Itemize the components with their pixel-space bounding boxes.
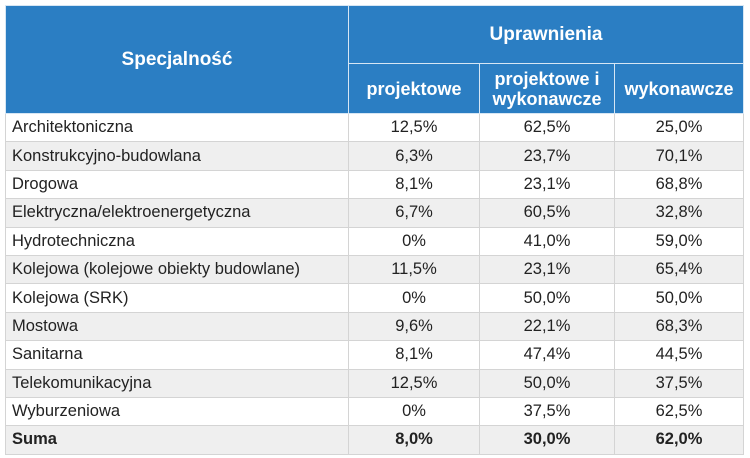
percent-cell: 12,5% xyxy=(348,368,480,398)
table-row: Drogowa 8,1% 23,1% 68,8% xyxy=(5,169,745,200)
header-permissions: Uprawnienia xyxy=(347,5,745,64)
specialty-cell: Sanitarna xyxy=(5,340,349,370)
table-row: Kolejowa (SRK) 0% 50,0% 50,0% xyxy=(5,283,745,313)
percent-cell: 0% xyxy=(348,283,480,313)
permissions-table: Specjalność Uprawnienia projektowe proje… xyxy=(5,5,745,455)
percent-cell: 8,1% xyxy=(348,340,480,370)
table-row: Wyburzeniowa 0% 37,5% 62,5% xyxy=(5,396,745,427)
header-construction: wykonawcze xyxy=(613,63,745,114)
percent-cell: 62,5% xyxy=(613,396,745,427)
percent-cell: 41,0% xyxy=(479,226,615,256)
percent-cell: 62,0% xyxy=(613,425,745,455)
header-design-and-construction: projektowe i wykonawcze xyxy=(479,63,615,114)
percent-cell: 12,5% xyxy=(348,112,480,143)
percent-cell: 25,0% xyxy=(613,112,745,143)
specialty-cell: Kolejowa (kolejowe obiekty budowlane) xyxy=(5,254,349,285)
percent-cell: 37,5% xyxy=(613,368,745,398)
percent-cell: 50,0% xyxy=(613,283,745,313)
table-row: Kolejowa (kolejowe obiekty budowlane) 11,… xyxy=(5,254,745,285)
table-row: Telekomunikacyjna 12,5% 50,0% 37,5% xyxy=(5,368,745,398)
percent-cell: 32,8% xyxy=(613,198,745,228)
specialty-cell: Hydrotechniczna xyxy=(5,226,349,256)
percent-cell: 9,6% xyxy=(348,311,480,342)
percent-cell: 8,0% xyxy=(348,425,480,455)
specialty-cell: Konstrukcyjno-budowlana xyxy=(5,141,349,171)
header-specialty: Specjalność xyxy=(5,5,349,114)
percent-cell: 50,0% xyxy=(479,368,615,398)
specialty-cell: Kolejowa (SRK) xyxy=(5,283,349,313)
specialty-cell: Suma xyxy=(5,425,349,455)
percent-cell: 59,0% xyxy=(613,226,745,256)
percent-cell: 47,4% xyxy=(479,340,615,370)
percent-cell: 70,1% xyxy=(613,141,745,171)
percent-cell: 6,7% xyxy=(348,198,480,228)
table-row: Hydrotechniczna 0% 41,0% 59,0% xyxy=(5,226,745,256)
percent-cell: 22,1% xyxy=(479,311,615,342)
specialty-cell: Drogowa xyxy=(5,169,349,200)
table-row: Konstrukcyjno-budowlana 6,3% 23,7% 70,1% xyxy=(5,141,745,171)
table-row: Mostowa 9,6% 22,1% 68,3% xyxy=(5,311,745,342)
percent-cell: 44,5% xyxy=(613,340,745,370)
table-row: Architektoniczna 12,5% 62,5% 25,0% xyxy=(5,112,745,143)
percent-cell: 68,8% xyxy=(613,169,745,200)
percent-cell: 30,0% xyxy=(479,425,615,455)
specialty-cell: Telekomunikacyjna xyxy=(5,368,349,398)
table-row: Sanitarna 8,1% 47,4% 44,5% xyxy=(5,340,745,370)
specialty-cell: Architektoniczna xyxy=(5,112,349,143)
percent-cell: 23,1% xyxy=(479,254,615,285)
percent-cell: 50,0% xyxy=(479,283,615,313)
specialty-cell: Elektryczna/elektroenergetyczna xyxy=(5,198,349,228)
table-body: Architektoniczna 12,5% 62,5% 25,0% Konstrukc… xyxy=(5,112,745,455)
percent-cell: 23,7% xyxy=(479,141,615,171)
total-row: Suma 8,0% 30,0% 62,0% xyxy=(5,425,745,455)
percent-cell: 8,1% xyxy=(348,169,480,200)
header-design: projektowe xyxy=(348,63,480,114)
percent-cell: 0% xyxy=(348,226,480,256)
percent-cell: 6,3% xyxy=(348,141,480,171)
percent-cell: 0% xyxy=(348,396,480,427)
percent-cell: 37,5% xyxy=(479,396,615,427)
table-row: Elektryczna/elektroenergetyczna 6,7% 60,5%… xyxy=(5,198,745,228)
percent-cell: 62,5% xyxy=(479,112,615,143)
specialty-cell: Wyburzeniowa xyxy=(5,396,349,427)
percent-cell: 11,5% xyxy=(348,254,480,285)
percent-cell: 65,4% xyxy=(613,254,745,285)
percent-cell: 23,1% xyxy=(479,169,615,200)
specialty-cell: Mostowa xyxy=(5,311,349,342)
percent-cell: 68,3% xyxy=(613,311,745,342)
percent-cell: 60,5% xyxy=(479,198,615,228)
